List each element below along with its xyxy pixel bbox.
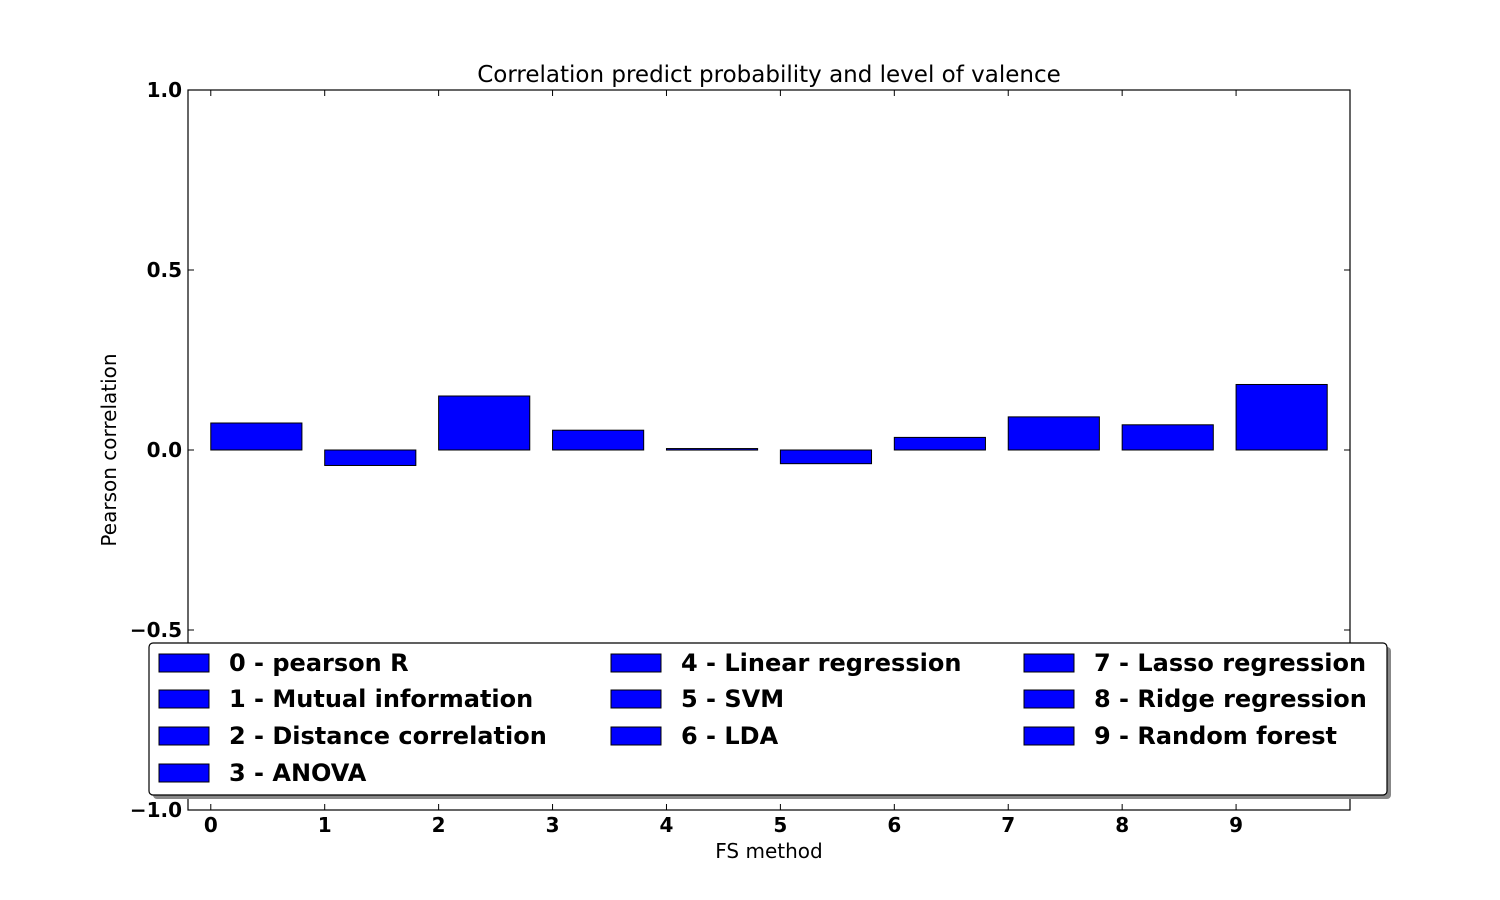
legend-label-2: 2 - Distance correlation <box>229 722 547 750</box>
x-tick-label-9: 9 <box>1229 813 1243 837</box>
legend-label-1: 1 - Mutual information <box>229 685 533 713</box>
legend-label-9: 9 - Random forest <box>1094 722 1337 750</box>
legend-swatch-7 <box>1023 653 1075 673</box>
y-tick-label-1: 0.5 <box>147 258 182 282</box>
x-tick-label-1: 1 <box>318 813 332 837</box>
bar-6 <box>893 436 986 451</box>
x-tick-label-6: 6 <box>887 813 901 837</box>
legend-swatch-1 <box>158 689 210 709</box>
legend: 0 - pearson R 1 - Mutual information 2 - D… <box>148 642 1391 799</box>
bar-7 <box>1007 416 1100 451</box>
legend-label-4: 4 - Linear regression <box>681 649 961 677</box>
legend-box <box>148 642 1388 796</box>
y-tick-label-0: 1.0 <box>147 78 182 102</box>
x-tick-label-0: 0 <box>204 813 218 837</box>
bars-layer <box>210 383 1328 466</box>
legend-swatch-2 <box>158 726 210 746</box>
bar-9 <box>1235 383 1328 451</box>
bar-5 <box>779 449 873 465</box>
legend-swatch-8 <box>1023 689 1075 709</box>
legend-swatch-5 <box>610 689 662 709</box>
legend-label-6: 6 - LDA <box>681 722 779 750</box>
legend-label-0: 0 - pearson R <box>229 649 409 677</box>
bar-8 <box>1121 424 1214 451</box>
x-tick-label-5: 5 <box>773 813 787 837</box>
bar-0 <box>210 422 303 451</box>
legend-items: 0 - pearson R 1 - Mutual information 2 - D… <box>158 649 1367 787</box>
legend-swatch-4 <box>610 653 662 673</box>
y-tick-label-3: −0.5 <box>130 618 182 642</box>
chart-title: Correlation predict probability and leve… <box>477 62 1061 88</box>
x-tick-label-3: 3 <box>546 813 560 837</box>
legend-label-7: 7 - Lasso regression <box>1094 649 1366 677</box>
legend-swatch-9 <box>1023 726 1075 746</box>
x-axis-title: FS method <box>715 839 822 863</box>
x-tick-label-2: 2 <box>432 813 446 837</box>
x-tick-label-8: 8 <box>1115 813 1129 837</box>
y-tick-label-4: −1.0 <box>130 798 182 822</box>
legend-swatch-0 <box>158 653 210 673</box>
y-axis-title: Pearson correlation <box>97 353 121 546</box>
legend-swatch-3 <box>158 763 210 783</box>
legend-label-3: 3 - ANOVA <box>229 759 367 787</box>
x-tick-label-4: 4 <box>660 813 674 837</box>
legend-label-8: 8 - Ridge regression <box>1094 685 1367 713</box>
x-tick-label-7: 7 <box>1001 813 1015 837</box>
ticks-layer: 1.0 0.5 0.0 −0.5 −1.0 0 1 2 3 4 5 6 7 8 9 <box>130 78 1350 837</box>
bar-3 <box>552 429 645 451</box>
legend-label-5: 5 - SVM <box>681 685 784 713</box>
bar-1 <box>324 449 417 466</box>
y-tick-label-2: 0.0 <box>147 438 182 462</box>
bar-4 <box>665 448 759 451</box>
legend-swatch-6 <box>610 726 662 746</box>
bar-2 <box>438 395 531 451</box>
